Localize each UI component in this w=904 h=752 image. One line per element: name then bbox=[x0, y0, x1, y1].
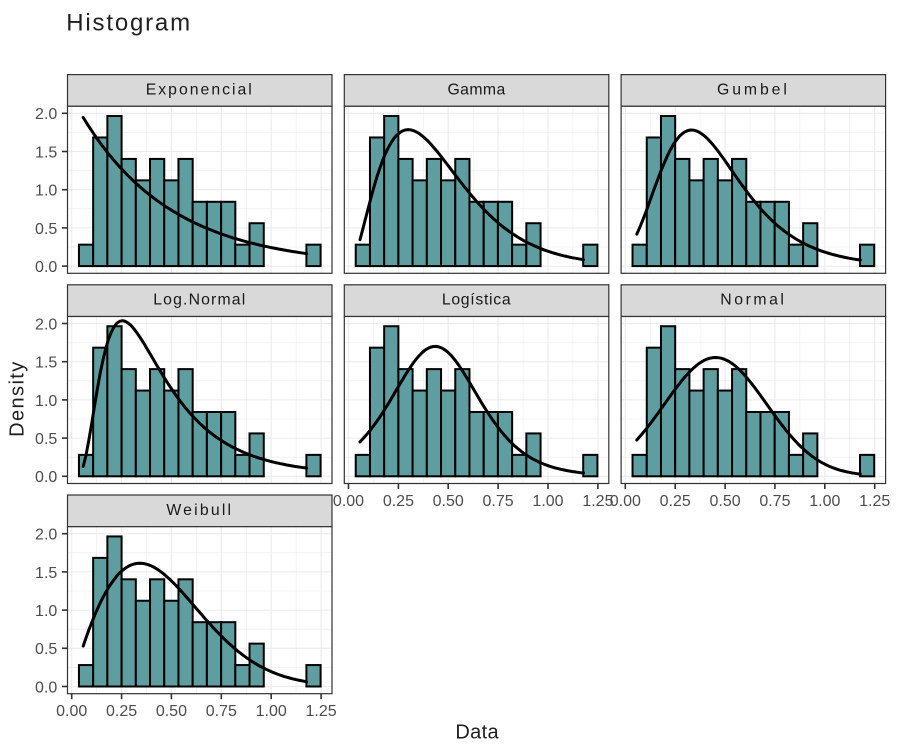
svg-text:0.50: 0.50 bbox=[433, 493, 464, 510]
svg-text:1.0: 1.0 bbox=[35, 393, 57, 410]
svg-text:0.25: 0.25 bbox=[383, 493, 414, 510]
svg-text:0.0: 0.0 bbox=[35, 259, 57, 276]
svg-text:2.0: 2.0 bbox=[35, 106, 57, 123]
svg-text:1.00: 1.00 bbox=[809, 493, 840, 510]
svg-text:0.50: 0.50 bbox=[156, 703, 187, 720]
svg-text:0.50: 0.50 bbox=[710, 493, 741, 510]
svg-text:0.0: 0.0 bbox=[35, 469, 57, 486]
svg-text:0.00: 0.00 bbox=[56, 703, 87, 720]
svg-text:0.75: 0.75 bbox=[483, 493, 514, 510]
svg-text:0.0: 0.0 bbox=[35, 679, 57, 696]
svg-text:Density: Density bbox=[6, 360, 28, 437]
svg-text:0.75: 0.75 bbox=[759, 493, 790, 510]
svg-text:Histogram: Histogram bbox=[66, 9, 192, 36]
svg-text:0.25: 0.25 bbox=[106, 703, 137, 720]
svg-text:0.5: 0.5 bbox=[35, 221, 57, 238]
svg-text:Normal: Normal bbox=[720, 292, 786, 309]
svg-text:2.0: 2.0 bbox=[35, 316, 57, 333]
svg-text:0.75: 0.75 bbox=[206, 703, 237, 720]
svg-text:Exponencial: Exponencial bbox=[146, 82, 254, 99]
svg-text:1.5: 1.5 bbox=[35, 144, 57, 161]
svg-text:1.5: 1.5 bbox=[35, 565, 57, 582]
svg-text:2.0: 2.0 bbox=[35, 527, 57, 544]
svg-text:0.5: 0.5 bbox=[35, 641, 57, 658]
svg-text:Weibull: Weibull bbox=[166, 502, 233, 519]
svg-text:1.00: 1.00 bbox=[532, 493, 563, 510]
svg-text:0.00: 0.00 bbox=[333, 493, 364, 510]
svg-text:1.00: 1.00 bbox=[256, 703, 287, 720]
svg-text:0.00: 0.00 bbox=[610, 493, 641, 510]
svg-text:Log.Normal: Log.Normal bbox=[153, 292, 246, 309]
svg-text:1.0: 1.0 bbox=[35, 183, 57, 200]
svg-text:Data: Data bbox=[455, 722, 499, 744]
svg-text:Logística: Logística bbox=[442, 292, 512, 309]
svg-text:1.0: 1.0 bbox=[35, 603, 57, 620]
svg-text:1.25: 1.25 bbox=[859, 493, 890, 510]
svg-text:Gumbel: Gumbel bbox=[717, 82, 790, 99]
svg-text:Gamma: Gamma bbox=[448, 82, 506, 99]
svg-text:1.25: 1.25 bbox=[582, 493, 613, 510]
svg-text:0.5: 0.5 bbox=[35, 431, 57, 448]
svg-text:0.25: 0.25 bbox=[660, 493, 691, 510]
svg-text:1.25: 1.25 bbox=[306, 703, 337, 720]
svg-text:1.5: 1.5 bbox=[35, 355, 57, 372]
